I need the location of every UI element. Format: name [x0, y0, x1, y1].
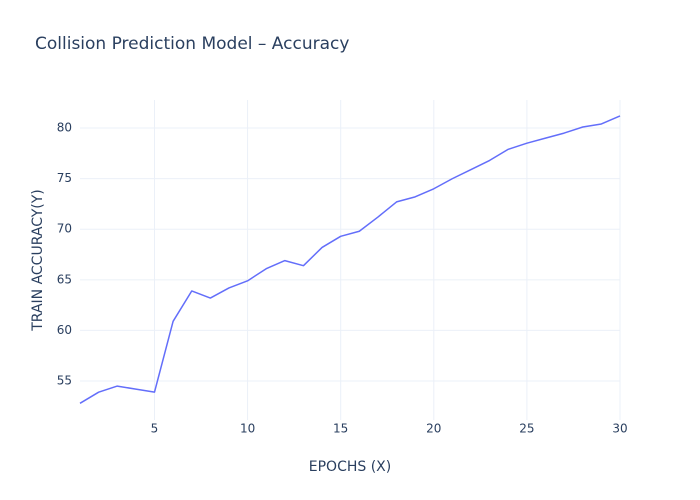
- y-tick-label: 80: [57, 121, 72, 135]
- y-tick-label: 70: [57, 222, 72, 236]
- x-tick-label: 15: [333, 422, 348, 436]
- y-tick-label: 65: [57, 272, 72, 286]
- x-axis-title: EPOCHS (X): [309, 459, 391, 475]
- x-tick-label: 5: [151, 422, 159, 436]
- x-tick-label: 30: [612, 422, 627, 436]
- x-tick-label: 25: [519, 422, 534, 436]
- y-tick-label: 55: [57, 374, 72, 388]
- x-tick-label: 10: [240, 422, 255, 436]
- y-tick-label: 60: [57, 323, 72, 337]
- y-tick-label: 75: [57, 171, 72, 185]
- x-tick-label: 20: [426, 422, 441, 436]
- chart-title: Collision Prediction Model – Accuracy: [35, 34, 349, 54]
- y-axis-title: TRAIN ACCURACY(Y): [30, 189, 46, 332]
- data-line: [79, 115, 621, 404]
